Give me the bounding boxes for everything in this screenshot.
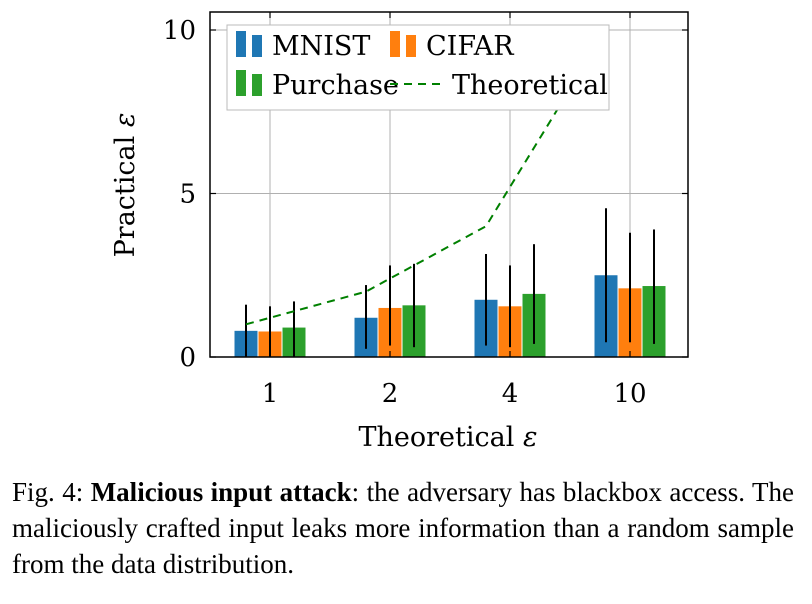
x-tick-label-4: 4: [502, 379, 519, 409]
legend-swatch-purchase: [236, 70, 246, 96]
theoretical-line: [245, 29, 607, 326]
axis-ticks: 1 2 4 10 0 5 10: [163, 12, 688, 409]
theoretical-line-group: [245, 29, 607, 326]
legend-label-purchase: Purchase: [272, 70, 399, 101]
figure-caption: Fig. 4: Malicious input attack: the adve…: [12, 474, 794, 582]
legend-swatch-cifar-2: [406, 35, 416, 57]
error-bars: [245, 208, 655, 357]
bar-chart: 1 2 4 10 0 5 10 MNIST CIFAR Purchase Theoretical …: [110, 11, 689, 453]
legend: MNIST CIFAR Purchase Theoretical: [226, 24, 610, 111]
caption-prefix: Fig. 4:: [12, 477, 91, 507]
x-tick-label-1: 1: [262, 379, 279, 409]
y-axis-title: Practical ε: [110, 113, 141, 258]
legend-box: [226, 24, 610, 111]
bar-series: [234, 275, 666, 357]
y-tick-label-10: 10: [163, 16, 196, 46]
legend-swatch-mnist-2: [252, 35, 262, 57]
legend-label-cifar: CIFAR: [426, 31, 514, 62]
legend-swatch-cifar: [390, 31, 400, 57]
x-tick-label-2: 2: [382, 379, 399, 409]
y-tick-label-5: 5: [179, 180, 196, 210]
legend-label-theoretical: Theoretical: [452, 70, 608, 101]
legend-label-mnist: MNIST: [272, 31, 370, 62]
caption-bold: Malicious input attack: [90, 477, 352, 507]
plot-frame: [209, 11, 689, 358]
y-tick-label-0: 0: [179, 343, 196, 373]
x-tick-label-10: 10: [613, 379, 646, 409]
legend-swatch-purchase-2: [252, 74, 262, 96]
legend-swatch-mnist: [236, 31, 246, 57]
caption-text: : the adversary has blackbox access. The…: [12, 477, 794, 579]
x-axis-title: Theoretical ε: [359, 422, 538, 453]
